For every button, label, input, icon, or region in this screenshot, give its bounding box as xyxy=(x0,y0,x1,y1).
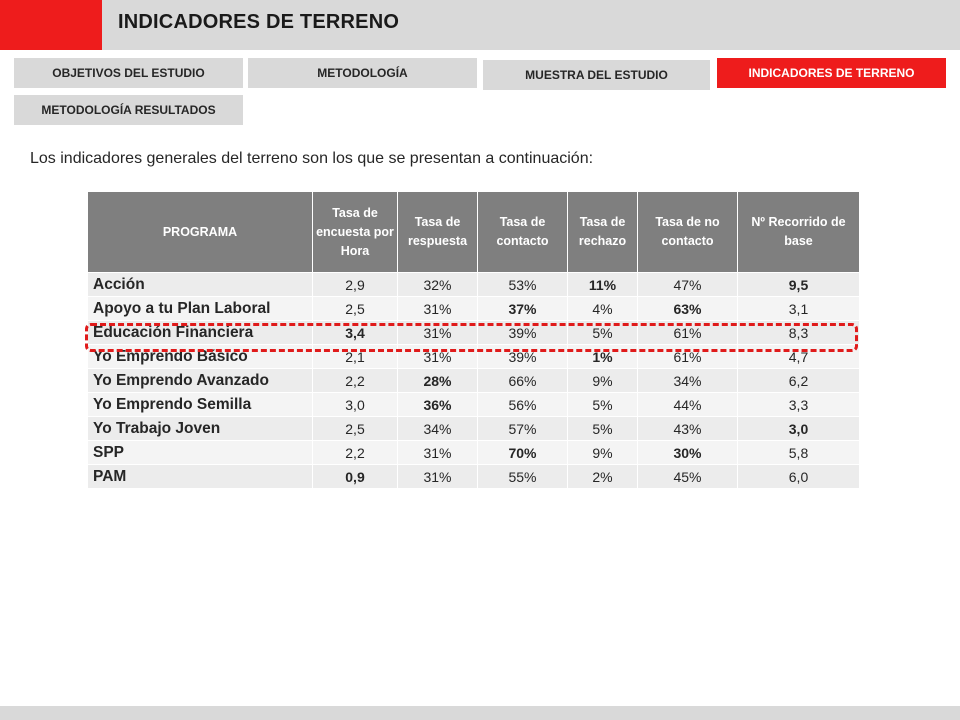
cell-value: 45% xyxy=(637,464,738,489)
cell-value: 32% xyxy=(397,272,478,297)
cell-value: 6,2 xyxy=(737,368,860,393)
table-header-row: PROGRAMA Tasa de encuesta por Hora Tasa … xyxy=(87,191,860,273)
cell-value: 2,5 xyxy=(312,296,398,321)
footer-bar xyxy=(0,706,960,720)
cell-programa: Apoyo a tu Plan Laboral xyxy=(87,296,313,321)
cell-value: 55% xyxy=(477,464,568,489)
cell-value: 66% xyxy=(477,368,568,393)
cell-value: 47% xyxy=(637,272,738,297)
cell-value: 43% xyxy=(637,416,738,441)
cell-value: 53% xyxy=(477,272,568,297)
cell-value: 34% xyxy=(397,416,478,441)
indicators-table: PROGRAMA Tasa de encuesta por Hora Tasa … xyxy=(87,191,860,489)
cell-value: 30% xyxy=(637,440,738,465)
cell-programa: Yo Emprendo Básico xyxy=(87,344,313,369)
cell-value: 2,2 xyxy=(312,368,398,393)
cell-value: 9% xyxy=(567,368,638,393)
cell-value: 44% xyxy=(637,392,738,417)
cell-value: 31% xyxy=(397,344,478,369)
cell-value: 0,9 xyxy=(312,464,398,489)
col-header-tasa-contacto: Tasa de contacto xyxy=(477,191,568,273)
table-row: SPP 2,2 31% 70% 9% 30% 5,8 xyxy=(87,440,860,465)
highlighted-row-marker xyxy=(85,323,858,352)
tab-objetivos[interactable]: OBJETIVOS DEL ESTUDIO xyxy=(14,58,243,88)
col-header-tasa-no-contacto: Tasa de no contacto xyxy=(637,191,738,273)
table-row: Acción 2,9 32% 53% 11% 47% 9,5 xyxy=(87,272,860,297)
cell-value: 9% xyxy=(567,440,638,465)
intro-text: Los indicadores generales del terreno so… xyxy=(30,150,594,167)
cell-value: 3,0 xyxy=(312,392,398,417)
table-row: Yo Trabajo Joven 2,5 34% 57% 5% 43% 3,0 xyxy=(87,416,860,441)
table-row: Yo Emprendo Semilla 3,0 36% 56% 5% 44% 3,3 xyxy=(87,392,860,417)
cell-value: 31% xyxy=(397,464,478,489)
cell-programa: Acción xyxy=(87,272,313,297)
page-title: INDICADORES DE TERRENO xyxy=(118,11,400,33)
brand-accent-block xyxy=(0,0,102,50)
cell-value: 56% xyxy=(477,392,568,417)
cell-value: 2,9 xyxy=(312,272,398,297)
cell-value: 2,1 xyxy=(312,344,398,369)
cell-value: 36% xyxy=(397,392,478,417)
cell-value: 39% xyxy=(477,344,568,369)
tab-indicadores-terreno[interactable]: INDICADORES DE TERRENO xyxy=(717,58,946,88)
tab-metodologia[interactable]: METODOLOGÍA xyxy=(248,58,477,88)
cell-value: 9,5 xyxy=(737,272,860,297)
table-row: Apoyo a tu Plan Laboral 2,5 31% 37% 4% 63% 3,1 xyxy=(87,296,860,321)
cell-value: 1% xyxy=(567,344,638,369)
col-header-recorrido-base: Nº Recorrido de base xyxy=(737,191,860,273)
table-row: Yo Emprendo Avanzado 2,2 28% 66% 9% 34% 6,2 xyxy=(87,368,860,393)
cell-value: 37% xyxy=(477,296,568,321)
cell-value: 31% xyxy=(397,296,478,321)
cell-programa: SPP xyxy=(87,440,313,465)
cell-programa: Yo Emprendo Semilla xyxy=(87,392,313,417)
cell-value: 5% xyxy=(567,416,638,441)
cell-value: 2% xyxy=(567,464,638,489)
cell-value: 3,3 xyxy=(737,392,860,417)
tab-muestra[interactable]: MUESTRA DEL ESTUDIO xyxy=(483,60,710,90)
cell-value: 63% xyxy=(637,296,738,321)
cell-value: 5,8 xyxy=(737,440,860,465)
table-row: Yo Emprendo Básico 2,1 31% 39% 1% 61% 4,7 xyxy=(87,344,860,369)
cell-value: 31% xyxy=(397,440,478,465)
cell-value: 4,7 xyxy=(737,344,860,369)
cell-value: 3,0 xyxy=(737,416,860,441)
tab-metodologia-resultados[interactable]: METODOLOGÍA RESULTADOS xyxy=(14,95,243,125)
cell-value: 11% xyxy=(567,272,638,297)
cell-value: 28% xyxy=(397,368,478,393)
cell-value: 2,2 xyxy=(312,440,398,465)
col-header-tasa-encuesta: Tasa de encuesta por Hora xyxy=(312,191,398,273)
cell-value: 2,5 xyxy=(312,416,398,441)
cell-programa: Yo Emprendo Avanzado xyxy=(87,368,313,393)
cell-value: 5% xyxy=(567,392,638,417)
cell-value: 4% xyxy=(567,296,638,321)
cell-programa: PAM xyxy=(87,464,313,489)
cell-value: 70% xyxy=(477,440,568,465)
col-header-tasa-respuesta: Tasa de respuesta xyxy=(397,191,478,273)
col-header-tasa-rechazo: Tasa de rechazo xyxy=(567,191,638,273)
cell-value: 34% xyxy=(637,368,738,393)
table-row: PAM 0,9 31% 55% 2% 45% 6,0 xyxy=(87,464,860,489)
cell-value: 3,1 xyxy=(737,296,860,321)
cell-value: 6,0 xyxy=(737,464,860,489)
col-header-programa: PROGRAMA xyxy=(87,191,313,273)
cell-programa: Yo Trabajo Joven xyxy=(87,416,313,441)
cell-value: 61% xyxy=(637,344,738,369)
top-bar: INDICADORES DE TERRENO xyxy=(0,0,960,50)
cell-value: 57% xyxy=(477,416,568,441)
